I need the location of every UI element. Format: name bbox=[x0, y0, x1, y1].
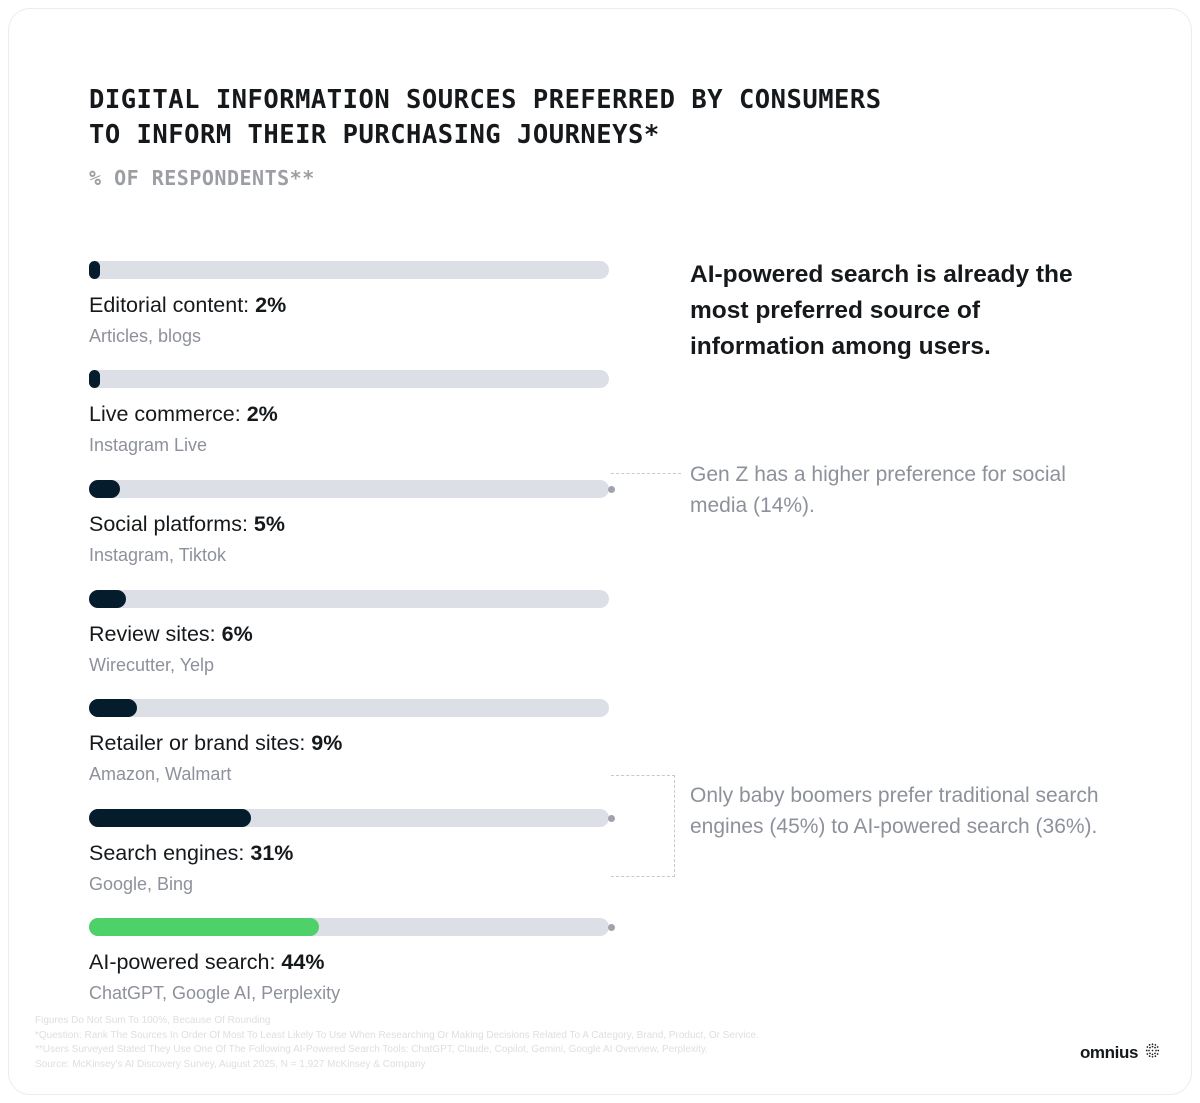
bar-track bbox=[89, 480, 615, 498]
footnotes: Figures Do Not Sum To 100%, Because Of R… bbox=[35, 1014, 759, 1072]
bar-fill bbox=[89, 809, 251, 827]
bar-label: Editorial content: 2% bbox=[89, 293, 609, 318]
logo-wordmark: omnius bbox=[1079, 1043, 1138, 1062]
bar-row: Social platforms: 5% Instagram, Tiktok bbox=[89, 480, 615, 566]
bar-row: Search engines: 31% Google, Bing bbox=[89, 809, 615, 895]
bar-label: Live commerce: 2% bbox=[89, 402, 609, 427]
chart-card: DIGITAL INFORMATION SOURCES PREFERRED BY… bbox=[8, 8, 1192, 1095]
bar-row: AI-powered search: 44% ChatGPT, Google AI… bbox=[89, 918, 615, 1004]
callout-search-engines: Only baby boomers prefer traditional sea… bbox=[690, 784, 1099, 838]
bar-examples: ChatGPT, Google AI, Perplexity bbox=[89, 983, 341, 1003]
bar-track bbox=[89, 370, 609, 388]
bar-value: 2% bbox=[246, 402, 278, 426]
omnius-logo: omnius bbox=[1080, 1042, 1161, 1064]
bar-label-text: AI-powered search: bbox=[89, 950, 282, 974]
page-title-line-2: TO INFORM THEIR PURCHASING JOURNEYS* bbox=[89, 120, 660, 150]
bar-examples: Instagram Live bbox=[89, 435, 208, 455]
bar-examples: Amazon, Walmart bbox=[89, 764, 232, 784]
bar-examples: Instagram, Tiktok bbox=[89, 545, 227, 565]
page-subtitle: % OF RESPONDENTS** bbox=[89, 166, 315, 190]
bar-label-text: Social platforms: bbox=[89, 512, 254, 536]
bar-fill bbox=[89, 370, 100, 388]
bar-track bbox=[89, 918, 615, 936]
connector-dot bbox=[608, 485, 615, 493]
bar-value: 6% bbox=[221, 622, 253, 646]
bar-fill bbox=[89, 918, 319, 936]
bar-row: Live commerce: 2% Instagram Live bbox=[89, 370, 609, 456]
bar-fill bbox=[89, 590, 126, 608]
bar-label-text: Review sites: bbox=[89, 622, 222, 646]
bar-label: Social platforms: 5% bbox=[89, 512, 609, 537]
bar-track bbox=[89, 699, 609, 717]
connector-dot bbox=[608, 814, 615, 822]
bar-chart: Editorial content: 2% Articles, blogs Live… bbox=[89, 261, 615, 1004]
bar-examples: Articles, blogs bbox=[89, 326, 202, 346]
bar-examples: Wirecutter, Yelp bbox=[89, 655, 215, 675]
bar-value: 44% bbox=[281, 950, 325, 974]
bar-fill bbox=[89, 480, 120, 498]
bar-row: Retailer or brand sites: 9% Amazon, Walma… bbox=[89, 699, 609, 785]
bar-fill bbox=[89, 261, 100, 279]
headline-annotation: AI-powered search is already the most pr… bbox=[690, 261, 1073, 360]
callout-social-platforms: Gen Z has a higher preference for social… bbox=[690, 463, 1066, 517]
bar-label: AI-powered search: 44% bbox=[89, 950, 609, 975]
page-title-line-1: DIGITAL INFORMATION SOURCES PREFERRED BY… bbox=[89, 85, 882, 115]
bar-label-text: Live commerce: bbox=[89, 402, 247, 426]
bar-value: 9% bbox=[311, 731, 343, 755]
footnote-source: Source: McKinsey's AI Discovery Survey, … bbox=[35, 1058, 426, 1070]
bar-track bbox=[89, 590, 609, 608]
leader-bracket-search bbox=[611, 775, 675, 877]
bar-track bbox=[89, 809, 615, 827]
bar-row: Review sites: 6% Wirecutter, Yelp bbox=[89, 590, 609, 676]
connector-dot bbox=[608, 923, 615, 931]
bar-value: 31% bbox=[250, 841, 294, 865]
bar-track bbox=[89, 261, 609, 279]
bar-row: Editorial content: 2% Articles, blogs bbox=[89, 261, 609, 347]
bar-label: Search engines: 31% bbox=[89, 841, 609, 866]
dotted-circle-icon bbox=[1144, 1042, 1161, 1064]
bar-label: Review sites: 6% bbox=[89, 622, 609, 647]
footnote-rounding: Figures Do Not Sum To 100%, Because Of R… bbox=[35, 1015, 271, 1026]
chart-header: DIGITAL INFORMATION SOURCES PREFERRED BY… bbox=[89, 83, 882, 193]
footnote-question: *Question: Rank The Sources In Order Of … bbox=[35, 1029, 759, 1041]
bar-examples: Google, Bing bbox=[89, 874, 194, 894]
bar-label-text: Search engines: bbox=[89, 841, 251, 865]
bar-label-text: Editorial content: bbox=[89, 293, 256, 317]
bar-label-text: Retailer or brand sites: bbox=[89, 731, 312, 755]
leader-line-social bbox=[611, 473, 681, 474]
bar-fill bbox=[89, 699, 137, 717]
footnote-tools: **Users Surveyed Stated They Use One Of … bbox=[35, 1044, 708, 1055]
bar-label: Retailer or brand sites: 9% bbox=[89, 731, 609, 756]
bar-value: 5% bbox=[253, 512, 285, 536]
page-title: DIGITAL INFORMATION SOURCES PREFERRED BY… bbox=[89, 83, 882, 153]
bar-value: 2% bbox=[255, 293, 287, 317]
